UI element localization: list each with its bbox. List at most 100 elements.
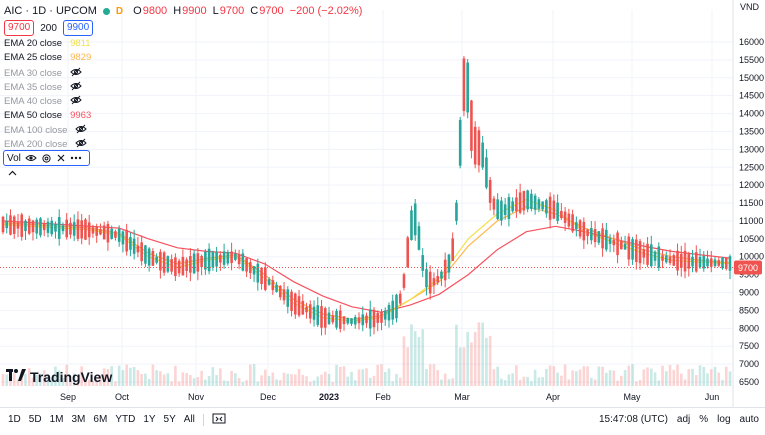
range-ytd[interactable]: YTD xyxy=(115,414,136,425)
bid-button[interactable]: 9700 xyxy=(4,20,35,36)
price-axis[interactable]: VND 6500 7000 7500 8000 8500 9000 9500 10000 1050… xyxy=(732,0,764,407)
volume-bar xyxy=(560,375,563,386)
indicator-legend-row[interactable]: EMA 35 close xyxy=(4,81,82,94)
ohlc-low-value: 9700 xyxy=(219,5,245,17)
date-range-icon[interactable] xyxy=(212,412,226,427)
time-tick-label: May xyxy=(623,392,641,402)
range-all[interactable]: All xyxy=(183,414,195,425)
volume-bar xyxy=(642,369,646,386)
indicator-legend-row[interactable]: EMA 200 close xyxy=(4,138,88,151)
candle-body xyxy=(249,262,252,273)
volume-legend[interactable]: Vol xyxy=(3,150,90,166)
indicator-legend-row[interactable]: EMA 40 close xyxy=(4,95,82,108)
candle-body xyxy=(357,317,361,324)
candle-body xyxy=(627,236,631,260)
eye-hidden-icon[interactable] xyxy=(70,67,82,80)
candle-body xyxy=(323,308,327,328)
candle-body xyxy=(620,241,623,250)
clock-time[interactable]: 15:47:08 (UTC) xyxy=(598,414,668,425)
volume-bar xyxy=(496,366,499,386)
candle-body xyxy=(706,258,709,267)
symbol-title[interactable]: AIC · 1D · UPCOM xyxy=(4,5,97,17)
tradingview-logo[interactable]: TradingView xyxy=(6,368,112,385)
range-6m[interactable]: 6M xyxy=(93,414,108,425)
volume-bar xyxy=(410,324,413,386)
indicator-legend-row[interactable]: EMA 25 close 9829 xyxy=(4,52,91,63)
volume-bar xyxy=(537,377,541,386)
candle-body xyxy=(331,315,335,323)
candle-body xyxy=(376,313,380,323)
volume-bar xyxy=(706,373,709,386)
indicator-legend-row[interactable]: EMA 100 close xyxy=(4,124,88,137)
range-1m[interactable]: 1M xyxy=(49,414,64,425)
volume-bar xyxy=(222,380,226,386)
indicator-legend-row[interactable]: EMA 50 close 9963 xyxy=(4,110,91,121)
range-3m[interactable]: 3M xyxy=(71,414,86,425)
candle-body xyxy=(440,271,443,279)
volume-bar xyxy=(526,376,529,386)
candle-body xyxy=(20,214,24,237)
range-5d[interactable]: 5D xyxy=(28,414,42,425)
indicator-name: EMA 50 close xyxy=(4,109,63,121)
range-1y[interactable]: 1Y xyxy=(143,414,156,425)
time-axis[interactable]: Sep Oct Nov Dec 2023 Feb Mar Apr May Jun xyxy=(60,392,719,402)
range-5y[interactable]: 5Y xyxy=(163,414,176,425)
candle-body xyxy=(162,252,166,273)
eye-hidden-icon[interactable] xyxy=(70,95,82,108)
volume-bar xyxy=(237,378,241,386)
volume-bar xyxy=(279,380,282,386)
volume-bar xyxy=(204,379,207,386)
price-tick-label: 13000 xyxy=(739,144,764,154)
volume-bar xyxy=(668,365,672,386)
time-tick-label: Apr xyxy=(546,392,560,402)
close-icon[interactable] xyxy=(56,153,66,163)
indicator-legend-row[interactable]: EMA 30 close xyxy=(4,67,82,80)
candle-body xyxy=(402,274,406,288)
range-1d[interactable]: 1D xyxy=(8,414,21,425)
percent-toggle[interactable]: % xyxy=(699,414,709,425)
candle-body xyxy=(144,245,147,264)
volume-bar xyxy=(541,377,544,386)
grid xyxy=(0,10,733,398)
candle-body xyxy=(69,222,72,235)
price-tick-label: 9000 xyxy=(739,288,759,298)
candle-body xyxy=(477,130,481,166)
time-tick-label: Sep xyxy=(60,392,76,402)
eye-hidden-icon[interactable] xyxy=(75,138,88,151)
eye-hidden-icon[interactable] xyxy=(75,124,88,137)
volume-bar xyxy=(612,370,616,386)
candle-body xyxy=(140,242,143,262)
volume-bar xyxy=(271,372,275,386)
price-tick-label: 7000 xyxy=(739,359,759,369)
candle-body xyxy=(586,229,589,237)
spread-value: 200 xyxy=(40,22,57,34)
eye-hidden-icon[interactable] xyxy=(70,81,82,94)
volume-bar xyxy=(159,371,162,386)
indicator-name: EMA 35 close xyxy=(4,81,63,93)
volume-bar xyxy=(616,380,619,386)
candle-body xyxy=(84,219,87,240)
settings-icon[interactable] xyxy=(41,153,52,164)
volume-bar xyxy=(451,378,454,386)
volume-bar xyxy=(350,371,353,386)
volume-bar xyxy=(721,379,724,386)
candle-body xyxy=(492,198,496,210)
more-icon[interactable] xyxy=(70,156,82,160)
candle-body xyxy=(511,201,514,212)
candle-body xyxy=(174,257,177,277)
candle-body xyxy=(166,256,170,272)
adj-toggle[interactable]: adj xyxy=(676,414,691,425)
volume-bar xyxy=(117,365,121,386)
volume-bar xyxy=(200,370,203,386)
eye-icon[interactable] xyxy=(25,153,37,163)
log-toggle[interactable]: log xyxy=(717,414,731,425)
tradingview-logo-icon xyxy=(6,368,26,385)
volume-bar xyxy=(1,374,5,386)
auto-toggle[interactable]: auto xyxy=(739,414,759,425)
collapse-legend-button[interactable] xyxy=(4,166,20,180)
ask-button[interactable]: 9900 xyxy=(62,20,94,36)
candle-body xyxy=(226,251,230,264)
indicator-legend-row[interactable]: EMA 20 close 9811 xyxy=(4,38,91,49)
